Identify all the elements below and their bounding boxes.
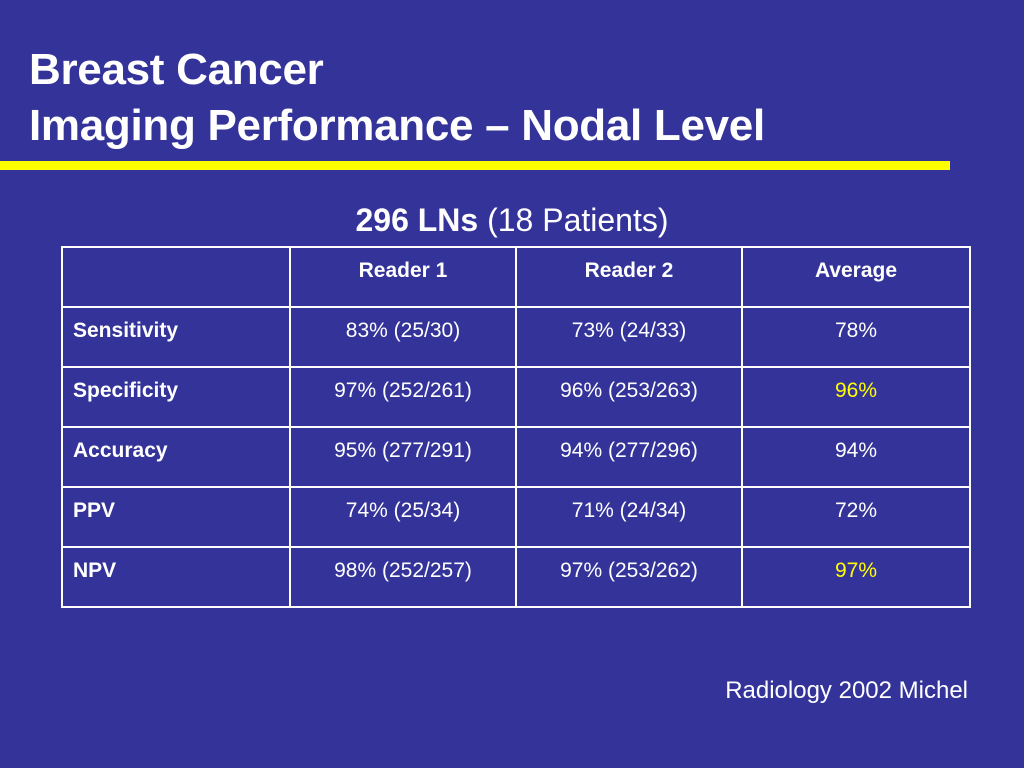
cell-reader-2: 71% (24/34) — [515, 486, 743, 548]
caption-patient-count: (18 Patients) — [487, 202, 669, 238]
title-line-1: Breast Cancer — [29, 45, 324, 94]
header-reader-1: Reader 1 — [289, 246, 517, 308]
table-caption: 296 LNs (18 Patients) — [0, 200, 1024, 240]
table-row-accuracy: Accuracy 95% (277/291) 94% (277/296) 94% — [61, 426, 971, 488]
cell-average: 78% — [741, 306, 971, 368]
slide-title: Breast Cancer Imaging Performance – Noda… — [29, 42, 765, 154]
header-reader-2: Reader 2 — [515, 246, 743, 308]
row-label: NPV — [61, 546, 291, 608]
cell-reader-2: 73% (24/33) — [515, 306, 743, 368]
table-header-row: Reader 1 Reader 2 Average — [61, 246, 971, 308]
performance-table: Reader 1 Reader 2 Average Sensitivity 83… — [61, 246, 971, 608]
title-line-2: Imaging Performance – Nodal Level — [29, 101, 765, 150]
cell-reader-1: 74% (25/34) — [289, 486, 517, 548]
cell-reader-1: 98% (252/257) — [289, 546, 517, 608]
header-average: Average — [741, 246, 971, 308]
cell-average-highlighted: 96% — [741, 366, 971, 428]
cell-reader-1: 95% (277/291) — [289, 426, 517, 488]
header-empty-cell — [61, 246, 291, 308]
row-label: Specificity — [61, 366, 291, 428]
cell-reader-2: 94% (277/296) — [515, 426, 743, 488]
row-label: Sensitivity — [61, 306, 291, 368]
row-label: Accuracy — [61, 426, 291, 488]
cell-average-highlighted: 97% — [741, 546, 971, 608]
cell-reader-1: 97% (252/261) — [289, 366, 517, 428]
table-row-sensitivity: Sensitivity 83% (25/30) 73% (24/33) 78% — [61, 306, 971, 368]
table-row-npv: NPV 98% (252/257) 97% (253/262) 97% — [61, 546, 971, 608]
cell-reader-2: 96% (253/263) — [515, 366, 743, 428]
source-citation: Radiology 2002 Michel — [725, 677, 968, 704]
title-divider — [0, 161, 950, 170]
table-row-specificity: Specificity 97% (252/261) 96% (253/263) … — [61, 366, 971, 428]
cell-average: 72% — [741, 486, 971, 548]
caption-lymph-node-count: 296 LNs — [355, 202, 479, 238]
cell-average: 94% — [741, 426, 971, 488]
row-label: PPV — [61, 486, 291, 548]
table-row-ppv: PPV 74% (25/34) 71% (24/34) 72% — [61, 486, 971, 548]
cell-reader-2: 97% (253/262) — [515, 546, 743, 608]
cell-reader-1: 83% (25/30) — [289, 306, 517, 368]
